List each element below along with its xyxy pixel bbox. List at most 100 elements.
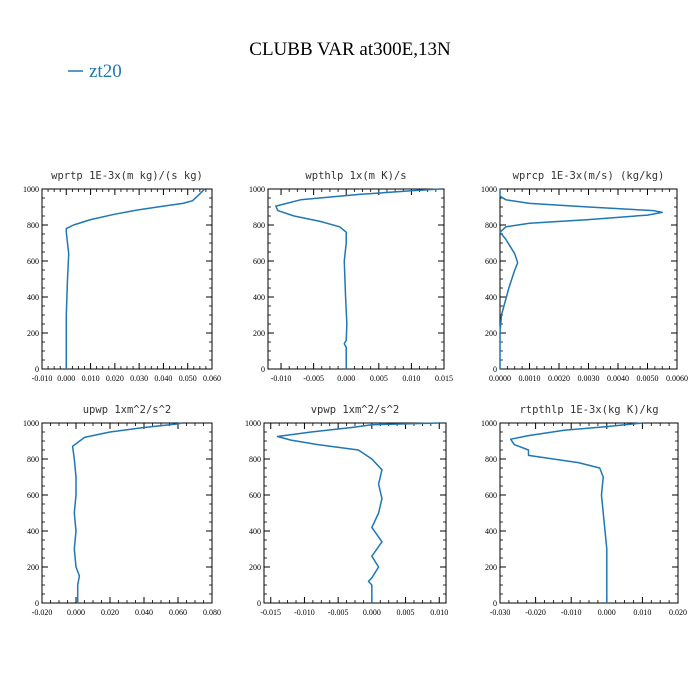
x-tick-label: -0.020 <box>32 608 53 617</box>
y-tick-label: 800 <box>27 455 39 464</box>
chart-panel-5: vpwp 1xm^2/s^2 -0.015 -0.010 -0.005 0.000 0.0… <box>245 404 448 617</box>
x-tick-label: 0.0040 <box>607 374 629 383</box>
plot-frame <box>499 188 678 370</box>
y-tick-label: 200 <box>253 329 265 338</box>
x-tick-label: 0.040 <box>154 374 172 383</box>
y-tick-label: 200 <box>249 563 261 572</box>
y-tick-label: 600 <box>485 257 497 266</box>
y-tick-label: 400 <box>253 293 265 302</box>
y-tick-label: 800 <box>485 221 497 230</box>
y-tick-label: 1000 <box>23 185 39 194</box>
x-tick-label: -0.005 <box>328 608 349 617</box>
panel-title: upwp 1xm^2/s^2 <box>83 404 172 416</box>
x-tick-label: 0.010 <box>402 374 420 383</box>
panel-title: rtpthlp 1E-3x(kg K)/kg <box>519 404 658 416</box>
y-tick-label: 800 <box>27 221 39 230</box>
y-tick-label: 800 <box>253 221 265 230</box>
y-tick-label: 600 <box>249 491 261 500</box>
y-tick-label: 1000 <box>249 185 265 194</box>
x-tick-label: 0.0030 <box>578 374 600 383</box>
chart-panel-6: rtpthlp 1E-3x(kg K)/kg -0.030 -0.020 -0.010… <box>481 404 687 617</box>
y-tick-label: 800 <box>485 455 497 464</box>
panel-title: wprcp 1E-3x(m/s) (kg/kg) <box>513 170 665 182</box>
plot-frame <box>41 422 213 604</box>
y-tick-label: 400 <box>485 293 497 302</box>
y-tick-label: 0 <box>35 599 39 608</box>
legend-label: zt20 <box>89 61 122 82</box>
chart-panel-1: wprtp 1E-3x(m kg)/(s kg) -0.010 0.000 0.010… <box>23 170 221 383</box>
y-tick-label: 0 <box>493 599 497 608</box>
x-tick-label: 0.0050 <box>637 374 659 383</box>
y-tick-label: 800 <box>249 455 261 464</box>
x-tick-label: 0.060 <box>169 608 187 617</box>
y-tick-label: 1000 <box>245 419 261 428</box>
x-tick-label: 0.0010 <box>519 374 541 383</box>
legend: zt20 <box>68 61 122 82</box>
x-tick-label: 0.000 <box>57 374 75 383</box>
x-tick-label: 0.0060 <box>666 374 688 383</box>
x-tick-label: 0.005 <box>370 374 388 383</box>
y-tick-label: 600 <box>253 257 265 266</box>
y-tick-label: 600 <box>27 257 39 266</box>
y-tick-label: 600 <box>485 491 497 500</box>
chart-panel-4: upwp 1xm^2/s^2 -0.020 0.000 0.020 0.040 0.060… <box>23 404 221 617</box>
chart-panel-2: wpthlp 1x(m K)/s -0.010 -0.005 0.000 0.005 0.… <box>249 170 453 383</box>
x-tick-label: 0.010 <box>82 374 100 383</box>
x-tick-label: 0.040 <box>135 608 153 617</box>
panel-title: vpwp 1xm^2/s^2 <box>311 404 400 416</box>
x-tick-label: 0.015 <box>435 374 453 383</box>
x-tick-label: -0.015 <box>260 608 281 617</box>
series-line-zt20 <box>71 422 182 603</box>
y-tick-label: 200 <box>485 329 497 338</box>
chart-panel-3: wprcp 1E-3x(m/s) (kg/kg) 0.0000 0.0010 0.00… <box>481 170 688 383</box>
x-tick-label: 0.010 <box>633 608 651 617</box>
x-tick-label: 0.020 <box>106 374 124 383</box>
y-tick-label: 0 <box>257 599 261 608</box>
x-tick-label: 0.080 <box>203 608 221 617</box>
x-tick-label: 0.020 <box>101 608 119 617</box>
y-tick-label: 1000 <box>481 185 497 194</box>
y-tick-label: 400 <box>27 527 39 536</box>
x-tick-label: 0.0000 <box>489 374 511 383</box>
y-tick-label: 1000 <box>23 419 39 428</box>
y-tick-label: 200 <box>485 563 497 572</box>
panel-title: wpthlp 1x(m K)/s <box>305 170 406 182</box>
y-tick-label: 0 <box>35 365 39 374</box>
x-tick-label: 0.000 <box>337 374 355 383</box>
x-tick-label: -0.010 <box>561 608 582 617</box>
y-tick-label: 200 <box>27 329 39 338</box>
y-tick-label: 400 <box>249 527 261 536</box>
y-tick-label: 600 <box>27 491 39 500</box>
x-tick-label: 0.010 <box>430 608 448 617</box>
x-tick-label: 0.000 <box>598 608 616 617</box>
y-tick-label: 0 <box>261 365 265 374</box>
x-tick-label: 0.005 <box>397 608 415 617</box>
x-tick-label: 0.000 <box>363 608 381 617</box>
y-tick-label: 400 <box>485 527 497 536</box>
x-tick-label: -0.005 <box>303 374 324 383</box>
x-tick-label: 0.020 <box>669 608 687 617</box>
x-tick-label: 0.050 <box>179 374 197 383</box>
x-tick-label: 0.030 <box>130 374 148 383</box>
x-tick-label: -0.010 <box>294 608 315 617</box>
y-tick-label: 400 <box>27 293 39 302</box>
y-tick-label: 1000 <box>481 419 497 428</box>
x-tick-label: 0.060 <box>203 374 221 383</box>
x-tick-label: -0.030 <box>490 608 511 617</box>
panels-container: wprtp 1E-3x(m kg)/(s kg) -0.010 0.000 0.010… <box>23 170 688 617</box>
series-line-zt20 <box>499 189 663 369</box>
panel-title: wprtp 1E-3x(m kg)/(s kg) <box>51 170 203 182</box>
y-tick-label: 0 <box>493 365 497 374</box>
series-line-zt20 <box>275 188 441 369</box>
x-tick-label: -0.010 <box>32 374 53 383</box>
x-tick-label: -0.020 <box>525 608 546 617</box>
x-tick-label: 0.000 <box>67 608 85 617</box>
series-line-zt20 <box>509 422 643 603</box>
x-tick-label: -0.010 <box>271 374 292 383</box>
figure-title: CLUBB VAR at300E,13N <box>249 39 451 60</box>
x-tick-label: 0.0020 <box>548 374 570 383</box>
series-line-zt20 <box>65 188 206 369</box>
y-tick-label: 200 <box>27 563 39 572</box>
series-line-zt20 <box>276 422 440 603</box>
